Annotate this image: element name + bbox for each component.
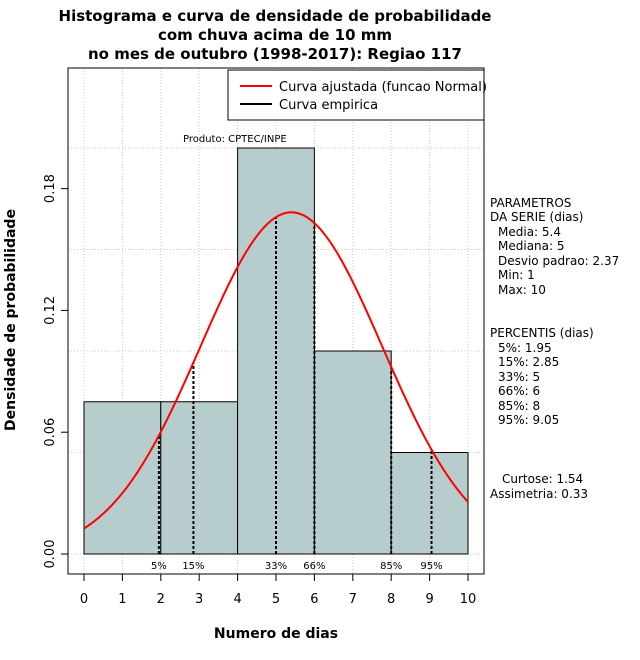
chart-title-line-3: no mes de outubro (1998-2017): Regiao 11… [88, 45, 462, 63]
x-tick-label: 7 [349, 592, 357, 607]
x-tick-label: 8 [387, 592, 395, 607]
curtose-label: Curtose: 1.54 [502, 472, 583, 486]
normal-curve [83, 211, 469, 530]
legend-box [227, 69, 485, 121]
x-tick-label: 1 [118, 592, 126, 607]
percentis-panel: PERCENTIS (dias) 5%: 1.95 15%: 2.85 33%:… [490, 326, 594, 427]
y-tick-label: 0.00 [43, 540, 58, 569]
percentile-label: 5% [151, 561, 167, 572]
parametros-panel: PARAMETROS DA SERIE (dias) Media: 5.4 Me… [490, 196, 619, 297]
percentile-label: 15% [182, 561, 204, 572]
chart-title-line-2: com chuva acima de 10 mm [158, 26, 392, 44]
y-tick-label: 0.18 [43, 174, 58, 203]
legend-label-empirical: Curva empirica [279, 98, 378, 113]
product-label: Produto: CPTEC/INPE [183, 134, 287, 145]
percentile-label: 95% [420, 561, 442, 572]
percentis-heading: PERCENTIS (dias) [490, 326, 594, 340]
percentis-line-1: 5%: 1.95 [498, 341, 552, 355]
parametros-heading-1: PARAMETROS [490, 196, 571, 210]
parametros-heading-2: DA SERIE (dias) [490, 210, 583, 224]
histogram-bar [390, 452, 469, 555]
percentile-lines: 5% 15% 33% 66% 85% 95% [151, 217, 443, 572]
legend-label-fitted: Curva ajustada (funcao Normal) [279, 80, 487, 95]
percentile-label: 33% [265, 561, 287, 572]
x-tick-label: 10 [460, 592, 477, 607]
x-tick-label: 3 [195, 592, 203, 607]
histogram-bar [313, 350, 392, 555]
percentile-label: 66% [303, 561, 325, 572]
assimetria-label: Assimetria: 0.33 [490, 487, 588, 501]
parametros-desvio: Desvio padrao: 2.37 [498, 254, 619, 268]
x-tick-label: 9 [425, 592, 433, 607]
chart-title-line-1: Histograma e curva de densidade de proba… [59, 7, 492, 25]
y-axis: 0.00 0.06 0.12 0.18 [43, 174, 69, 569]
y-tick-label: 0.06 [43, 418, 58, 447]
x-axis: 0 1 2 3 4 5 6 7 8 9 10 [80, 573, 477, 607]
fitted-normal-curve [83, 211, 469, 530]
x-tick-label: 4 [233, 592, 241, 607]
x-tick-label: 2 [157, 592, 165, 607]
histogram-bar [160, 401, 239, 555]
stats-panel: Curtose: 1.54 Assimetria: 0.33 [490, 472, 588, 501]
legend: Curva ajustada (funcao Normal) Curva emp… [227, 69, 487, 121]
histogram-bar [83, 401, 162, 555]
percentis-line-2: 15%: 2.85 [498, 355, 559, 369]
parametros-mediana: Mediana: 5 [498, 239, 565, 253]
percentile-label: 85% [380, 561, 402, 572]
percentis-line-6: 95%: 9.05 [498, 413, 559, 427]
parametros-max: Max: 10 [498, 283, 546, 297]
x-tick-label: 5 [272, 592, 280, 607]
x-axis-label: Numero de dias [214, 626, 338, 642]
x-tick-label: 0 [80, 592, 88, 607]
percentis-line-5: 85%: 8 [498, 399, 540, 413]
x-tick-label: 6 [310, 592, 318, 607]
y-tick-label: 0.12 [43, 296, 58, 325]
parametros-min: Min: 1 [498, 268, 535, 282]
percentis-line-3: 33%: 5 [498, 370, 540, 384]
parametros-media: Media: 5.4 [498, 225, 561, 239]
y-axis-label: Densidade de probabilidade [3, 209, 19, 431]
percentis-line-4: 66%: 6 [498, 384, 540, 398]
